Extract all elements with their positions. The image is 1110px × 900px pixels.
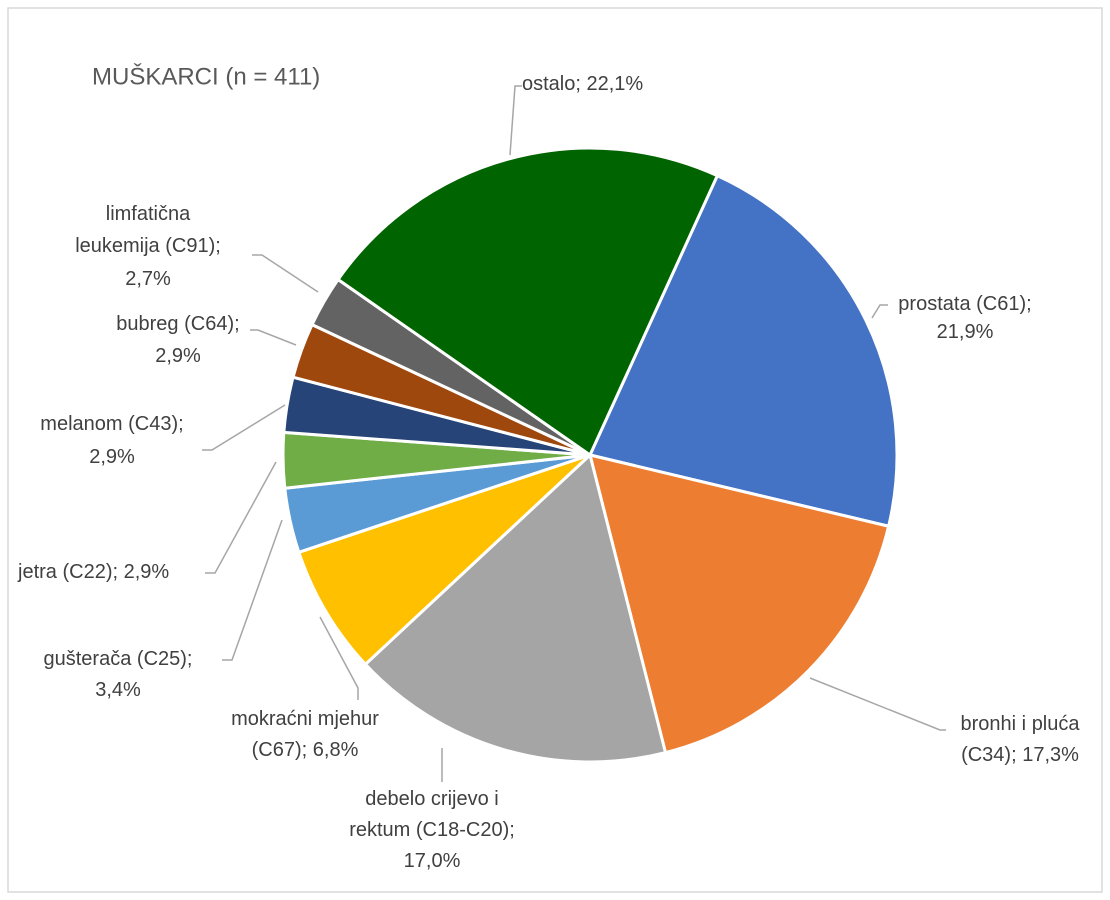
- label-line: mokraćni mjehur: [231, 708, 379, 730]
- data-label: gušterača (C25); 3,4%: [44, 648, 193, 701]
- category-label-word: ostalo: [522, 73, 575, 95]
- category-label-word: (C43): [128, 413, 178, 435]
- label-line: limfatična: [106, 203, 191, 225]
- value-label: 22,1%: [587, 73, 644, 95]
- pie-slice: [336, 146, 719, 457]
- value-label: 17,3%: [1022, 744, 1079, 766]
- label-line: 2,7%: [125, 268, 171, 290]
- data-label: debelo crijevo i rektum (C18-C20); 17,0%: [349, 788, 515, 872]
- category-label-word: (C91): [165, 235, 215, 257]
- leader-line: [250, 329, 297, 346]
- category-label-word: mokraćni: [231, 708, 312, 730]
- data-label: limfatična leukemija (C91); 2,7%: [75, 203, 221, 290]
- category-label-word: (C67): [252, 739, 302, 761]
- data-label: bubreg (C64); 2,9%: [116, 313, 239, 367]
- category-label-word: i: [494, 788, 498, 810]
- value-label: 2,9%: [124, 561, 170, 583]
- label-separator: ;: [215, 235, 221, 257]
- label-line: gušterača (C25);: [44, 648, 193, 670]
- label-line: debelo crijevo i: [365, 788, 498, 810]
- data-label: ostalo; 22,1%: [522, 73, 643, 95]
- value-label: 2,9%: [89, 446, 135, 468]
- leader-line: [509, 85, 522, 156]
- leader-line: [205, 461, 277, 574]
- category-label-word: jetra: [17, 561, 58, 583]
- category-label-word: (C22): [62, 561, 112, 583]
- category-label-word: limfatična: [106, 203, 191, 225]
- leader-line: [222, 519, 283, 661]
- chart-title: MUŠKARCI (n = 411): [92, 62, 320, 90]
- label-separator: ;: [1011, 744, 1017, 766]
- label-line: 17,0%: [404, 850, 461, 872]
- label-line: (C34); 17,3%: [961, 744, 1079, 766]
- label-separator: ;: [302, 739, 308, 761]
- label-line: leukemija (C91);: [75, 235, 221, 257]
- category-label-word: (C25): [137, 648, 187, 670]
- category-label-word: rektum: [349, 819, 410, 841]
- label-line: jetra (C22); 2,9%: [17, 561, 169, 583]
- category-label-word: gušterača: [44, 648, 133, 670]
- data-label: melanom (C43); 2,9%: [40, 413, 183, 468]
- leader-line: [319, 616, 359, 700]
- category-label-word: bubreg: [116, 313, 178, 335]
- pie-slice: [588, 453, 891, 755]
- data-label: mokraćni mjehur (C67); 6,8%: [231, 708, 379, 761]
- label-separator: ;: [112, 561, 118, 583]
- label-line: prostata (C61);: [898, 293, 1031, 315]
- category-label-word: crijevo: [431, 788, 489, 810]
- label-line: 21,9%: [937, 321, 994, 343]
- label-line: (C67); 6,8%: [252, 739, 359, 761]
- pie-slice: [363, 453, 668, 764]
- category-label-word: mjehur: [318, 708, 379, 730]
- category-label-word: leukemija: [75, 235, 160, 257]
- label-line: rektum (C18-C20);: [349, 819, 515, 841]
- category-label-word: pluća: [1032, 713, 1081, 735]
- leader-line: [871, 304, 888, 319]
- category-label-word: (C34): [961, 744, 1011, 766]
- value-label: 17,0%: [404, 850, 461, 872]
- label-line: bubreg (C64);: [116, 313, 239, 335]
- category-label-word: melanom: [40, 413, 122, 435]
- label-line: bronhi i pluća: [961, 713, 1081, 735]
- label-line: 2,9%: [155, 345, 201, 367]
- data-label: bronhi i pluća (C34); 17,3%: [961, 713, 1081, 766]
- label-separator: ;: [178, 413, 184, 435]
- category-label-word: prostata: [898, 293, 971, 315]
- category-label-word: (C18-C20): [416, 819, 509, 841]
- data-label: prostata (C61); 21,9%: [898, 293, 1031, 343]
- data-label: jetra (C22); 2,9%: [17, 561, 169, 583]
- leader-line: [202, 404, 286, 451]
- label-line: melanom (C43);: [40, 413, 183, 435]
- category-label-word: (C64): [184, 313, 234, 335]
- label-separator: ;: [234, 313, 240, 335]
- label-separator: ;: [187, 648, 193, 670]
- label-line: 3,4%: [95, 679, 141, 701]
- label-separator: ;: [509, 819, 515, 841]
- category-label-word: bronhi: [961, 713, 1017, 735]
- label-line: 2,9%: [89, 446, 135, 468]
- value-label: 21,9%: [937, 321, 994, 343]
- value-label: 2,9%: [155, 345, 201, 367]
- pie-slice: [588, 174, 899, 528]
- label-separator: ;: [1026, 293, 1032, 315]
- category-label-word: i: [1022, 713, 1026, 735]
- value-label: 3,4%: [95, 679, 141, 701]
- value-label: 2,7%: [125, 268, 171, 290]
- value-label: 6,8%: [313, 739, 359, 761]
- leader-line: [252, 254, 319, 293]
- category-label-word: debelo: [365, 788, 425, 810]
- category-label-word: (C61): [976, 293, 1026, 315]
- label-line: ostalo; 22,1%: [522, 73, 643, 95]
- label-separator: ;: [575, 73, 581, 95]
- pie-slice: [297, 453, 592, 666]
- leader-line: [809, 677, 946, 731]
